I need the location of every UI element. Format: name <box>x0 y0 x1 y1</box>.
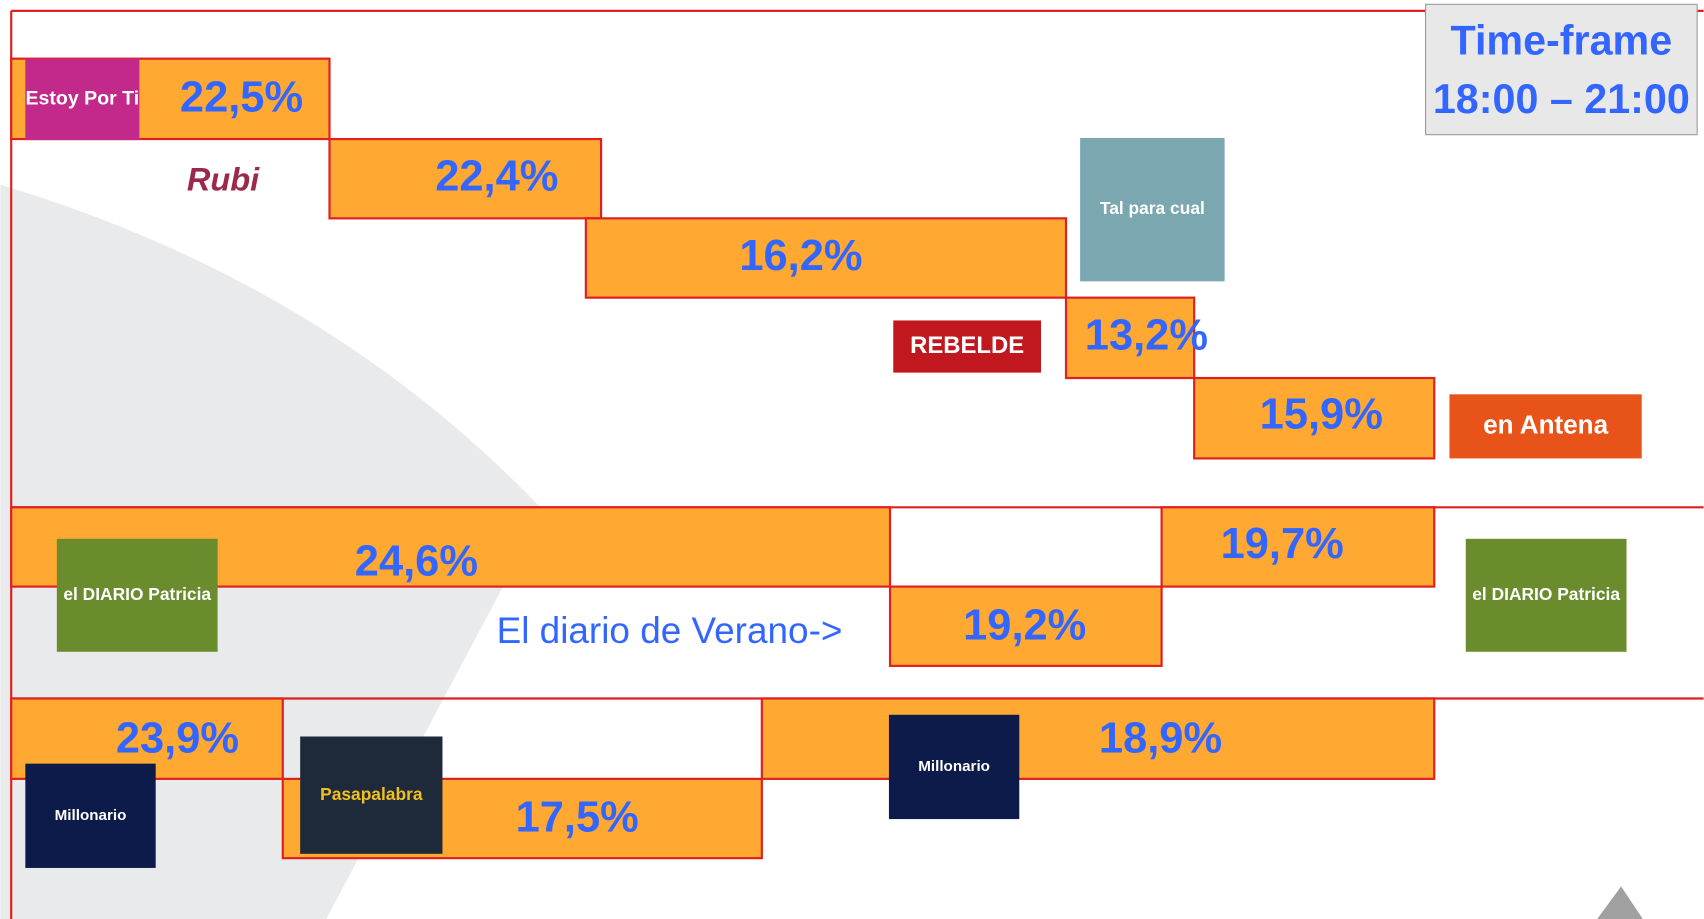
time-frame-box <box>1425 3 1698 136</box>
arrow-icon <box>1597 886 1643 919</box>
time-frame-range: 18:00 – 21:00 <box>1433 76 1690 122</box>
share-label: 19,7% <box>1221 520 1344 568</box>
logo-label: REBELDE <box>910 332 1024 359</box>
share-bar <box>1193 376 1436 460</box>
share-label: 15,9% <box>1260 391 1383 439</box>
logo <box>56 538 218 652</box>
share-bar <box>1064 296 1196 380</box>
logo <box>1465 538 1627 652</box>
share-label: 13,2% <box>1085 311 1208 359</box>
share-label: 22,4% <box>435 153 558 201</box>
logo <box>25 763 156 868</box>
share-label: 18,9% <box>1099 714 1222 762</box>
logo-label: Millonario <box>55 807 127 824</box>
share-label: 23,9% <box>116 714 239 762</box>
logo-label: Rubi <box>187 162 260 198</box>
share-bar <box>584 217 1068 299</box>
note: El diario de Verano-> <box>497 610 843 651</box>
logo-label: Pasapalabra <box>320 784 423 804</box>
logo <box>893 320 1042 373</box>
share-bar <box>1160 506 1436 588</box>
share-label: 22,5% <box>180 73 303 121</box>
time-frame-title: Time-frame <box>1450 17 1672 63</box>
share-label: 19,2% <box>963 601 1086 649</box>
logo-label: Estoy Por Ti <box>26 88 140 110</box>
logo <box>888 714 1020 820</box>
logo <box>25 58 140 141</box>
share-bar <box>888 585 1163 667</box>
logo-label: el DIARIO Patricia <box>63 584 211 604</box>
share-label: 17,5% <box>516 794 639 842</box>
share-label: 24,6% <box>355 537 478 585</box>
share-label: 16,2% <box>739 232 862 280</box>
share-bar <box>328 137 603 220</box>
logo <box>1449 394 1642 459</box>
logo-label: el DIARIO Patricia <box>1472 584 1620 604</box>
logo-label: Tal para cual <box>1100 198 1205 218</box>
logo <box>300 736 443 854</box>
share-bar <box>760 697 1436 780</box>
logo <box>1080 137 1225 282</box>
logo-label: Millonario <box>918 758 990 775</box>
logo-label: en Antena <box>1483 409 1609 439</box>
